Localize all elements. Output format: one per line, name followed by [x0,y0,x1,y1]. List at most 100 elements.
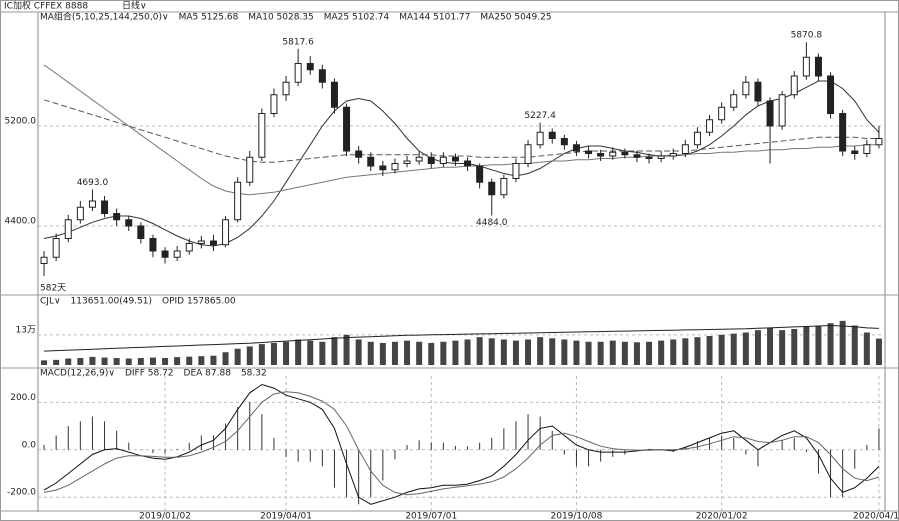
candle-body [814,56,822,77]
volume-bar [319,341,326,365]
volume-bar [452,340,459,365]
volume-bar [65,358,72,365]
candle-body [754,81,762,102]
volume-bar [41,360,48,365]
volume-bar [476,337,483,365]
header-text: 113651.00(49.51) [71,297,152,307]
y-tick-label: 200.0 [10,393,36,403]
header-text: MA144 5101.77 [399,13,470,23]
candle-body [40,256,48,264]
volume-bar [331,337,338,365]
period[interactable]: 日线∨ [122,0,147,12]
x-tick-label: 2020/04/13 [853,512,899,521]
volume-bar [839,320,846,365]
candle-body [415,156,423,162]
volume-bar [149,357,156,365]
candle-body [730,94,738,108]
volume-bar [246,346,253,365]
volume-bar [609,340,616,365]
period-label: 582天 [40,284,66,294]
candle-body [137,225,145,239]
opid-line [43,324,879,352]
volume-bar [367,341,374,365]
volume-bar [343,334,350,365]
ma-line [43,99,879,163]
volume-bar [525,339,532,365]
candle-body [76,206,84,221]
candle-body [633,154,641,158]
volume-bar [137,358,144,365]
candle-body [839,113,847,152]
candle-body [149,238,157,252]
volume-bar [633,342,640,365]
candle-body [185,243,193,252]
candle-body [464,160,472,167]
volume-bar [718,334,725,365]
candle-body [234,181,242,221]
x-tick-label: 2019/04/01 [260,512,312,521]
candle-body [657,155,665,159]
volume-bar [125,358,132,365]
volume-bar [89,356,96,365]
candle-body [488,181,496,196]
x-tick-label: 2019/07/01 [405,512,457,521]
candle-body [113,213,121,221]
candle-body [222,219,230,246]
candle-body [706,119,714,133]
volume-bar [222,352,229,365]
candle-body [451,156,459,162]
volume-bar [742,332,749,365]
y-tick-label: 0.0 [22,440,37,450]
candle-body [802,56,810,77]
header-text: DIFF 58.72 [125,369,174,379]
volume-bar [754,330,761,365]
volume-bar [174,357,181,365]
candle-body [863,144,871,154]
volume-bar [875,338,882,365]
volume-bar [258,344,265,365]
candle-body [597,153,605,157]
candle-body [572,144,580,152]
volume-bar [379,342,386,365]
candle-body [476,165,484,183]
volume-bar [682,338,689,365]
ma-line [43,64,879,196]
header-text: MACD(12,26,9)∨ [40,369,115,379]
candle-body [766,100,774,127]
volume-bar [561,339,568,365]
volume-bar [791,329,798,365]
candle-body [391,163,399,171]
candle-body [64,219,72,239]
candle-body [693,131,701,146]
annotation: 5227.4 [524,111,556,121]
volume-bar [646,341,653,365]
x-tick-label: 2020/01/02 [696,512,748,521]
candle-body [439,156,447,164]
candle-body [88,200,96,208]
volume-bar [283,341,290,365]
volume-bar [162,358,169,365]
candle-body [355,150,363,158]
annotation: 5870.8 [791,31,823,41]
y-tick-label: -200.0 [7,488,36,498]
candle-body [379,165,387,171]
volume-bar [670,339,677,365]
volume-bar [549,338,556,365]
volume-bar [658,340,665,365]
candle-body [560,138,568,146]
volume-bar [77,358,84,365]
volume-bar [440,341,447,365]
volume-bar [585,341,592,365]
volume-bar [815,325,822,365]
candle-body [790,75,798,96]
candle-body [306,63,314,71]
volume-bar [694,337,701,365]
annotation: 5817.6 [282,37,314,47]
symbol[interactable]: IC加权 CFFEX 8888 [4,0,88,12]
volume-bar [500,339,507,365]
header-text: MA25 5102.74 [324,13,390,23]
candle-body [173,250,181,258]
volume-bar [537,337,544,365]
candle-body [718,106,726,121]
